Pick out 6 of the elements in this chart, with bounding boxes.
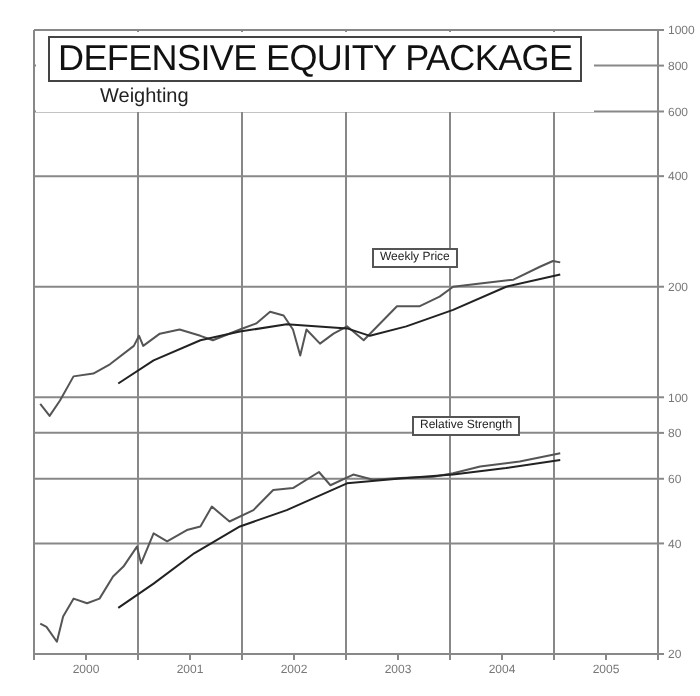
text: Weighting (98, 86, 191, 108)
line-series (39, 260, 562, 417)
line-series (39, 452, 562, 643)
line-series (117, 273, 562, 385)
line-series (117, 458, 562, 609)
chart-title: DEFENSIVE EQUITY PACKAGE (48, 36, 583, 82)
